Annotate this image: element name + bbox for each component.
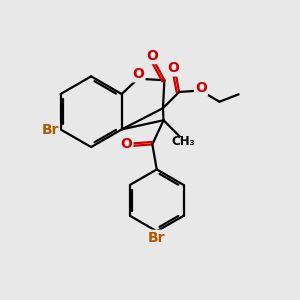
Text: O: O [167, 61, 179, 75]
Text: Br: Br [41, 123, 59, 137]
Text: O: O [133, 67, 144, 81]
Text: Br: Br [148, 231, 166, 245]
Text: CH₃: CH₃ [171, 135, 195, 148]
Text: O: O [147, 49, 159, 63]
Text: O: O [121, 137, 132, 152]
Text: O: O [195, 81, 207, 95]
